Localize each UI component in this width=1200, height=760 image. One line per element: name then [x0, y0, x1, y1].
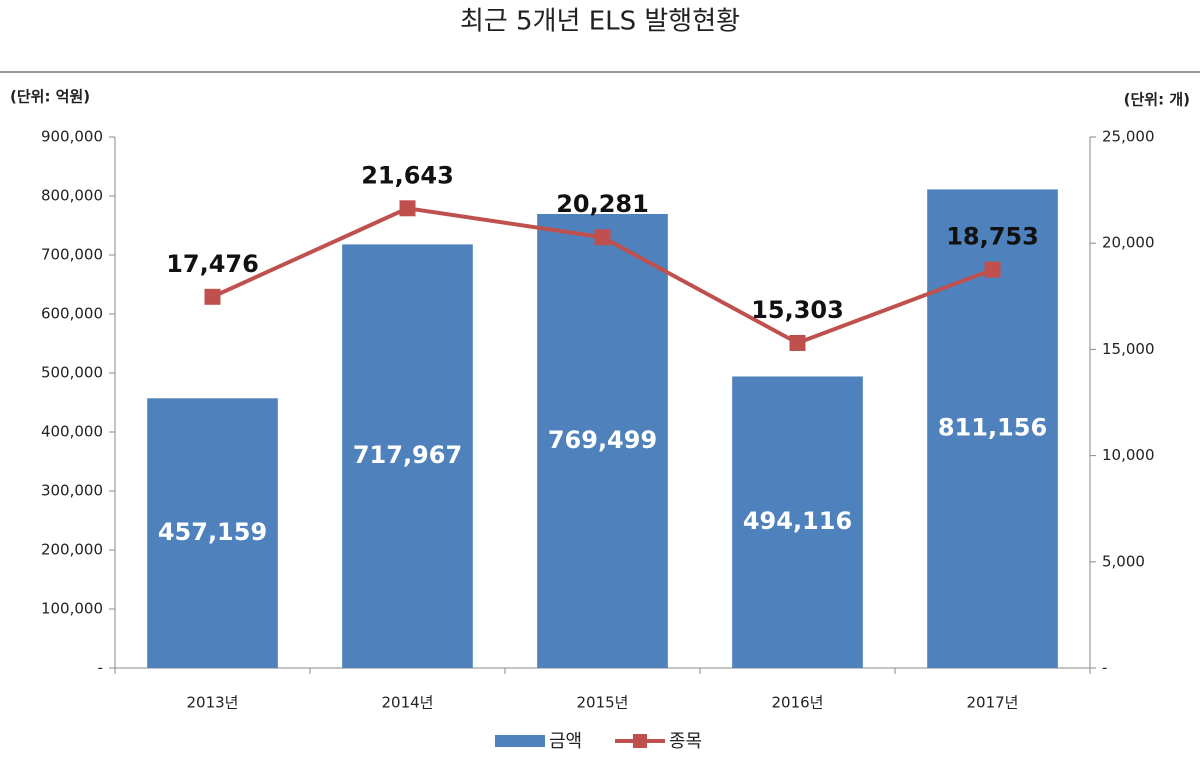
- line-marker: [204, 288, 221, 305]
- x-tick-label: 2015년: [577, 694, 629, 712]
- bar: [147, 398, 278, 668]
- y-tick-label: 200,000: [41, 541, 103, 559]
- y2-tick-label: 25,000: [1102, 128, 1155, 146]
- bar-value-label: 457,159: [158, 518, 267, 546]
- y-tick-label: 600,000: [41, 305, 103, 323]
- line-value-label: 15,303: [751, 296, 844, 324]
- bar-value-label: 717,967: [353, 441, 462, 469]
- y-tick-label: -: [98, 659, 103, 677]
- y-tick-label: 800,000: [41, 187, 103, 205]
- y2-tick-label: 10,000: [1102, 446, 1155, 464]
- y-tick-label: 900,000: [41, 128, 103, 146]
- bar: [342, 244, 473, 668]
- line-marker: [594, 229, 611, 246]
- legend-label: 금액: [549, 731, 582, 752]
- chart-title: 최근 5개년 ELS 발행현황: [460, 7, 740, 37]
- line-marker: [789, 334, 806, 351]
- x-tick-label: 2017년: [967, 694, 1019, 712]
- y-axis-unit: (단위: 억원): [10, 88, 90, 106]
- line-value-label: 17,476: [166, 250, 259, 278]
- y2-tick-label: 20,000: [1102, 234, 1155, 252]
- bar: [732, 376, 863, 668]
- y2-tick-label: 15,000: [1102, 340, 1155, 358]
- y-tick-label: 700,000: [41, 246, 103, 264]
- line-marker: [984, 261, 1001, 278]
- line-value-label: 21,643: [361, 161, 454, 189]
- legend-label: 종목: [669, 731, 702, 752]
- legend-marker: [633, 734, 647, 748]
- x-tick-label: 2013년: [187, 694, 239, 712]
- y-tick-label: 400,000: [41, 423, 103, 441]
- bar-value-label: 811,156: [938, 414, 1047, 442]
- y-tick-label: 500,000: [41, 364, 103, 382]
- y2-axis-unit: (단위: 개): [1124, 91, 1190, 109]
- x-tick-label: 2016년: [772, 694, 824, 712]
- legend-swatch: [495, 735, 545, 747]
- y-tick-label: 100,000: [41, 600, 103, 618]
- y2-tick-label: -: [1102, 659, 1107, 677]
- y2-tick-label: 5,000: [1102, 552, 1145, 570]
- line-marker: [399, 200, 416, 217]
- line-value-label: 20,281: [556, 190, 649, 218]
- line-value-label: 18,753: [946, 223, 1039, 251]
- y-tick-label: 300,000: [41, 482, 103, 500]
- bar-value-label: 769,499: [548, 426, 657, 454]
- bar: [537, 213, 668, 668]
- x-tick-label: 2014년: [382, 694, 434, 712]
- bar-value-label: 494,116: [743, 507, 852, 535]
